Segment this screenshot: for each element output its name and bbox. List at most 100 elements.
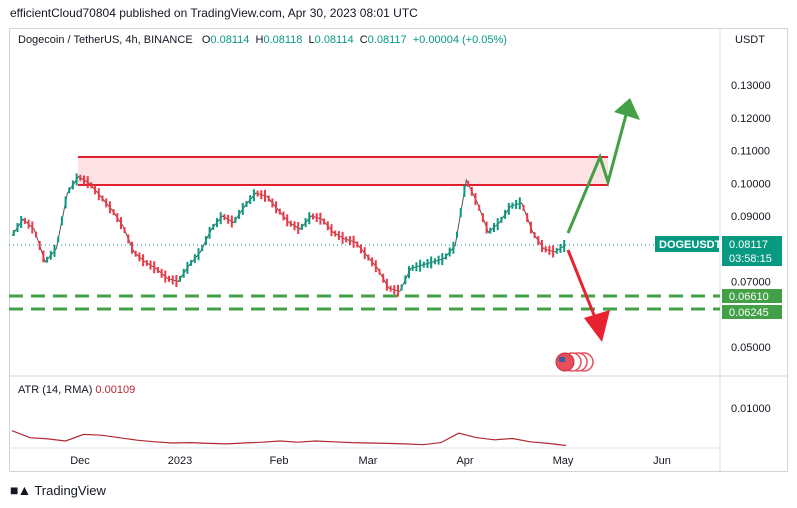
candle bbox=[156, 267, 159, 273]
time-axis-tick: Feb bbox=[270, 455, 289, 467]
candle bbox=[131, 241, 133, 254]
candle bbox=[204, 236, 207, 246]
candle bbox=[441, 253, 444, 266]
candle bbox=[334, 230, 337, 237]
candle bbox=[356, 241, 359, 248]
candle bbox=[101, 195, 104, 202]
symbol-title[interactable]: Dogecoin / TetherUS, 4h, BINANCE bbox=[18, 34, 193, 46]
candle bbox=[515, 200, 518, 209]
candle bbox=[164, 270, 167, 283]
price-series-line[interactable] bbox=[11, 176, 567, 292]
price-axis[interactable]: 0.05000 0.07000 0.09000 0.10000 0.11000 0.120… bbox=[731, 80, 771, 354]
candle bbox=[208, 226, 211, 239]
candle bbox=[400, 284, 403, 291]
candle bbox=[71, 180, 74, 190]
candle bbox=[249, 195, 252, 205]
candle bbox=[433, 258, 436, 265]
candle bbox=[563, 240, 566, 252]
candle bbox=[57, 236, 60, 243]
candle bbox=[108, 201, 111, 214]
candle bbox=[496, 218, 499, 231]
bullish-arrow-head[interactable] bbox=[614, 98, 640, 120]
candle bbox=[168, 275, 170, 282]
candle bbox=[422, 261, 425, 268]
time-axis-tick: Mar bbox=[359, 455, 378, 467]
candle bbox=[382, 273, 385, 283]
bearish-projection-line[interactable] bbox=[566, 249, 598, 321]
time-axis[interactable]: Dec 2023 Feb Mar Apr May Jun bbox=[70, 455, 671, 467]
candle bbox=[105, 198, 108, 208]
candle bbox=[27, 219, 30, 229]
candle bbox=[142, 254, 145, 267]
change-value: +0.00004 (+0.05%) bbox=[412, 34, 507, 46]
candle bbox=[153, 261, 156, 274]
time-axis-tick: 2023 bbox=[168, 455, 192, 467]
resistance-zone[interactable] bbox=[78, 157, 608, 185]
candle bbox=[555, 247, 558, 254]
candle bbox=[408, 266, 410, 279]
publisher-line: efficientCloud70804 published on Trading… bbox=[10, 6, 418, 20]
candle bbox=[223, 214, 226, 221]
last-price-badge[interactable]: DOGEUSDT 0.08117 03:58:15 bbox=[655, 236, 782, 266]
candle bbox=[182, 268, 185, 278]
low-value: 0.08114 bbox=[314, 34, 354, 46]
support-badge-upper-bg bbox=[722, 289, 782, 303]
candle bbox=[504, 209, 507, 219]
close-value: 0.08117 bbox=[367, 34, 407, 46]
atr-series-line[interactable] bbox=[11, 430, 567, 447]
candle bbox=[319, 212, 322, 225]
candle bbox=[219, 212, 222, 225]
support-badges[interactable]: 0.06610 0.06245 bbox=[722, 289, 782, 319]
atr-axis-tick: 0.01000 bbox=[731, 403, 771, 415]
candle bbox=[552, 245, 555, 258]
candle bbox=[419, 259, 422, 272]
close-label: C bbox=[359, 34, 368, 46]
support-badge-lower-bg bbox=[722, 305, 782, 319]
candle bbox=[12, 229, 15, 236]
candle bbox=[94, 185, 97, 195]
candle bbox=[138, 252, 141, 262]
candle bbox=[120, 217, 122, 230]
candle bbox=[337, 231, 340, 241]
candle bbox=[426, 259, 429, 268]
bearish-arrow-head[interactable] bbox=[584, 310, 610, 342]
candle bbox=[463, 184, 466, 197]
bullish-projection-line[interactable] bbox=[566, 99, 632, 234]
candle bbox=[374, 260, 377, 273]
candle bbox=[411, 264, 414, 271]
candle bbox=[227, 214, 230, 224]
high-value: 0.08118 bbox=[263, 34, 303, 46]
candle bbox=[323, 218, 326, 225]
candle bbox=[175, 275, 178, 287]
economic-event-badge[interactable] bbox=[555, 352, 594, 372]
candle bbox=[367, 254, 370, 261]
candle bbox=[452, 241, 455, 254]
footer-brand[interactable]: ■▲ TradingView bbox=[10, 482, 106, 498]
price-axis-tick: 0.11000 bbox=[731, 146, 770, 158]
candle bbox=[171, 275, 174, 285]
candle bbox=[493, 223, 495, 232]
candle bbox=[252, 189, 255, 202]
candle bbox=[212, 223, 215, 230]
candle bbox=[190, 259, 193, 266]
candle bbox=[430, 256, 433, 269]
price-axis-tick: 0.05000 bbox=[731, 342, 771, 354]
candle bbox=[278, 208, 281, 215]
candle bbox=[522, 204, 525, 211]
candle bbox=[541, 240, 543, 252]
atr-legend[interactable]: ATR (14, RMA) 0.00109 bbox=[18, 384, 135, 396]
time-axis-tick: May bbox=[553, 455, 574, 467]
candle bbox=[385, 278, 388, 291]
currency-label: USDT bbox=[735, 34, 765, 46]
candle bbox=[559, 243, 562, 253]
candle bbox=[404, 275, 407, 285]
candle bbox=[456, 231, 458, 238]
candle bbox=[83, 175, 85, 185]
candle bbox=[415, 262, 418, 272]
candle bbox=[526, 213, 529, 223]
candle bbox=[478, 204, 481, 211]
candle bbox=[230, 215, 233, 228]
candle bbox=[127, 234, 130, 244]
candle bbox=[112, 209, 115, 216]
